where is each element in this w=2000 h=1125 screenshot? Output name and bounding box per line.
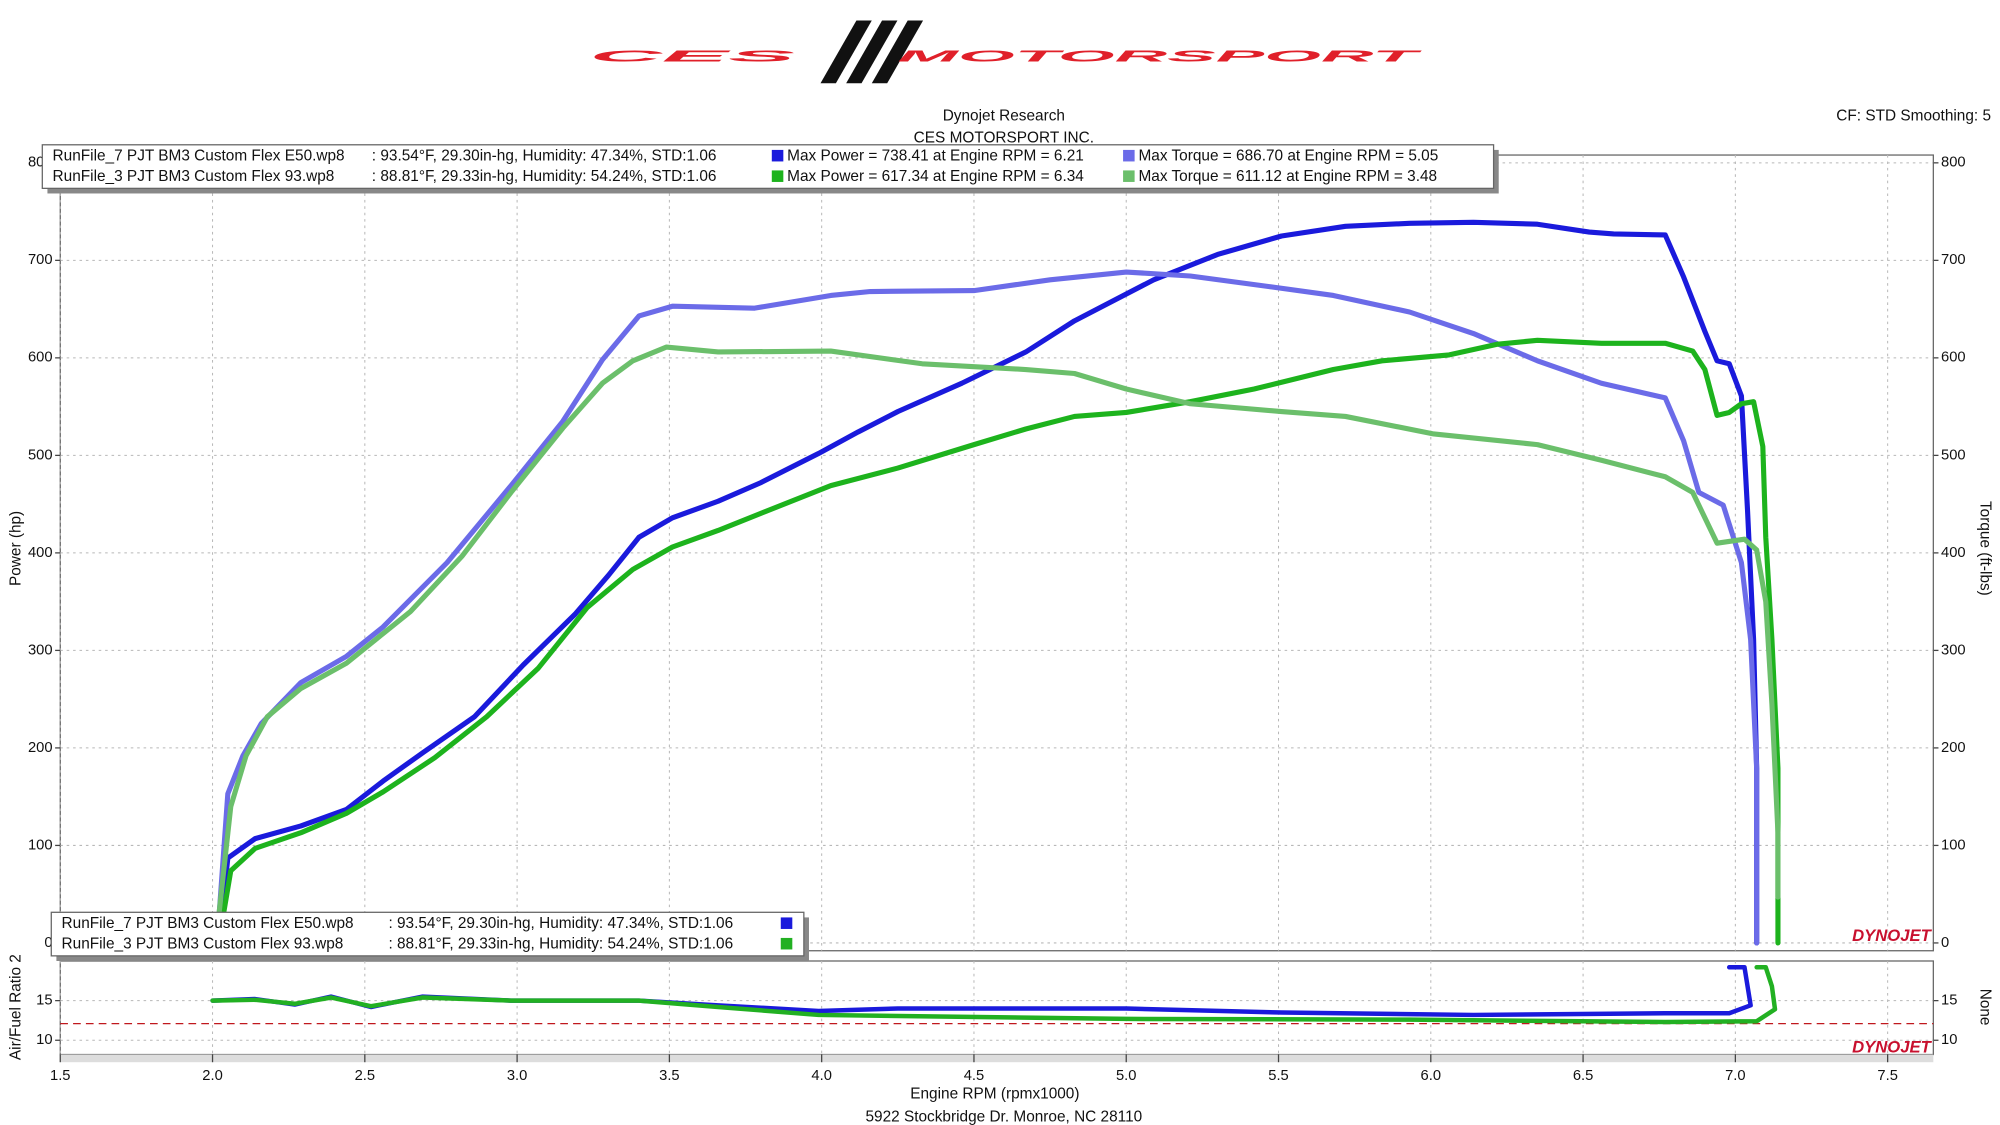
legend-label: RunFile_3 PJT BM3 Custom Flex 93.wp8: [62, 935, 344, 952]
logo-right: MOTORSPORT: [897, 49, 1424, 66]
legend-label: Max Power = 738.41 at Engine RPM = 6.21: [787, 147, 1084, 164]
lines: [210, 219, 1781, 1025]
legend-swatch: [780, 937, 793, 950]
watermark: DYNOJET: [1852, 926, 1933, 945]
y-tick-label: 400: [28, 545, 53, 561]
y-tick-label: 500: [28, 447, 53, 463]
x-tick-label: 1.5: [50, 1068, 70, 1084]
legend-swatch: [771, 170, 784, 182]
x-tick-label: 7.5: [1877, 1068, 1897, 1084]
x-tick-label: 3.5: [659, 1068, 679, 1084]
y-tick-label: 600: [28, 350, 53, 366]
legend-run-conditions: : 88.81°F, 29.33in-hg, Humidity: 54.24%,…: [372, 168, 717, 185]
y-tick-label: 700: [28, 252, 53, 268]
y-tick-label: 0: [44, 935, 52, 951]
y-tick-label: 300: [28, 642, 53, 658]
y2-tick-label: 0: [1941, 935, 1949, 951]
x-tick-label: 4.5: [964, 1068, 984, 1084]
y2-tick-label: 200: [1941, 740, 1966, 756]
axis-strip: [60, 1054, 1934, 1063]
watermark: DYNOJET: [1852, 1038, 1933, 1057]
y2-tick-label: 15: [1941, 993, 1957, 1009]
info: CF: STD Smoothing: 5: [1836, 108, 1991, 125]
y-axis-label: Power (hp): [8, 511, 25, 586]
x-tick-label: 2.5: [355, 1068, 375, 1084]
y2-tick-label: 500: [1941, 447, 1966, 463]
legend-run-conditions: : 93.54°F, 29.30in-hg, Humidity: 47.34%,…: [372, 147, 717, 164]
x-tick-label: 6.5: [1573, 1068, 1593, 1084]
legend-run-file: RunFile_3 PJT BM3 Custom Flex 93.wp8: [53, 168, 335, 185]
x-tick-label: 2.0: [202, 1068, 222, 1084]
y2-tick-label: 600: [1941, 350, 1966, 366]
x-tick-label: 4.0: [811, 1068, 831, 1084]
afr-y2-axis-label: None: [1977, 989, 1994, 1026]
legend-swatch: [1123, 149, 1135, 162]
legend-label: RunFile_7 PJT BM3 Custom Flex E50.wp8: [62, 915, 354, 932]
y2-tick-label: 300: [1941, 642, 1966, 658]
y-tick-label: 10: [36, 1032, 52, 1048]
x-tick-label: 6.0: [1421, 1068, 1441, 1084]
legend: RunFile_7 PJT BM3 Custom Flex E50.wp8 : 9…: [41, 144, 1499, 961]
legend-run-conditions: : 93.54°F, 29.30in-hg, Humidity: 47.34%,…: [388, 915, 733, 932]
x-axis-label: Engine RPM (rpmx1000): [910, 1085, 1079, 1102]
x-tick-label: 5.5: [1268, 1068, 1288, 1084]
chart-subtitle: CES MOTORSPORT INC.: [914, 129, 1094, 146]
y-tick-label: 200: [28, 740, 53, 756]
legend-label: Max Torque = 686.70 at Engine RPM = 5.05: [1138, 147, 1438, 164]
x-tick-label: 3.0: [507, 1068, 527, 1084]
data-line: [210, 965, 1778, 1025]
legend-run-file: RunFile_7 PJT BM3 Custom Flex E50.wp8: [53, 147, 345, 164]
legend-box: [50, 911, 805, 957]
afr-y-axis-label: Air/Fuel Ratio 2: [8, 954, 25, 1060]
data-line: [216, 219, 1760, 946]
logo-left: CES: [590, 49, 800, 66]
logo-slashes: [820, 20, 924, 84]
footer: 5922 Stockbridge Dr. Monroe, NC 28110: [865, 1108, 1142, 1125]
x-tick-label: 7.0: [1725, 1068, 1745, 1084]
y2-tick-label: 800: [1941, 155, 1966, 171]
chart-title: Dynojet Research: [943, 108, 1065, 125]
legend-label: Max Torque = 611.12 at Engine RPM = 3.48: [1138, 168, 1437, 185]
legend-swatch: [780, 917, 793, 929]
y2-tick-label: 700: [1941, 252, 1966, 268]
data-line: [216, 269, 1760, 946]
data-line: [216, 337, 1781, 946]
legend-swatch: [771, 149, 784, 162]
legend-label: Max Power = 617.34 at Engine RPM = 6.34: [787, 168, 1084, 185]
y2-axis-label: Torque (ft-lbs): [1977, 501, 1994, 596]
y2-tick-label: 400: [1941, 545, 1966, 561]
y-tick-label: 100: [28, 837, 53, 853]
legend-box: [41, 144, 1495, 189]
legend-swatch: [1123, 170, 1135, 182]
x-tick-label: 5.0: [1116, 1068, 1136, 1084]
y2-tick-label: 10: [1941, 1032, 1957, 1048]
grid: 0 100 200 300 400 500 600 700 800 0 100 200 300 400 50…: [28, 155, 1966, 1084]
y2-tick-label: 100: [1941, 837, 1966, 853]
legend-run-conditions: : 88.81°F, 29.33in-hg, Humidity: 54.24%,…: [388, 935, 733, 952]
y-tick-label: 15: [36, 993, 52, 1009]
data-line: [216, 344, 1781, 921]
